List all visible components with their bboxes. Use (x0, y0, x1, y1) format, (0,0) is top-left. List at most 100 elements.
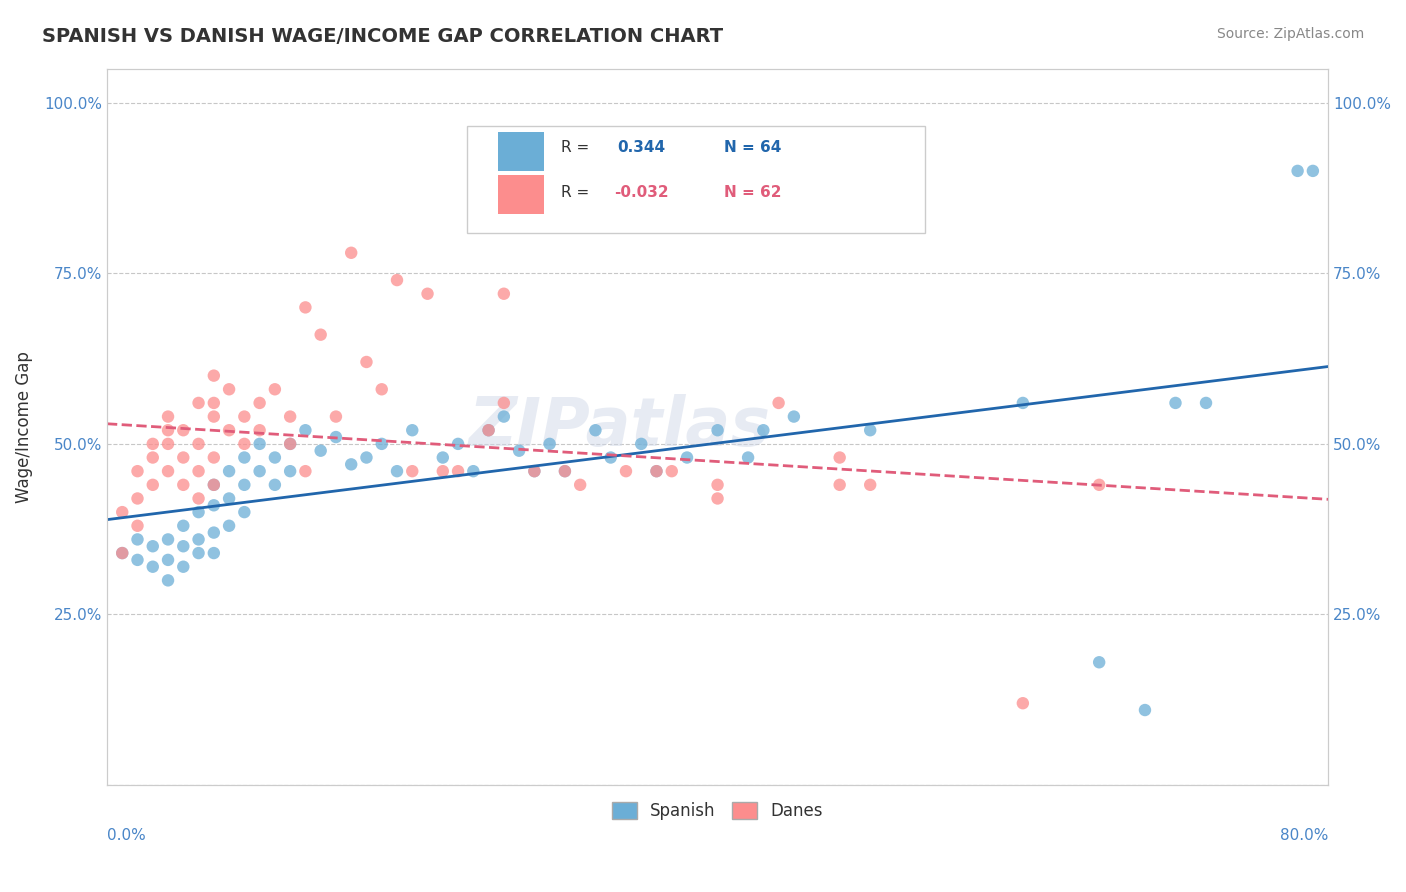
Point (294, 464, 316, 478)
Point (218, 382, 240, 396)
Point (828, 478, 851, 492)
Point (249, 423, 271, 437)
Point (172, 559, 194, 574)
Legend: Spanish, Danes: Spanish, Danes (605, 796, 830, 827)
Point (630, 437, 652, 451)
FancyBboxPatch shape (467, 126, 925, 234)
Point (340, 458, 363, 472)
Point (172, 423, 194, 437)
Point (157, 553, 180, 567)
Point (157, 574, 180, 588)
Point (294, 423, 316, 437)
Point (202, 478, 225, 492)
Point (157, 533, 180, 547)
Point (645, 464, 668, 478)
Point (752, 423, 775, 437)
Point (1286, 164, 1309, 178)
Point (111, 505, 134, 519)
Y-axis label: Wage/Income Gap: Wage/Income Gap (15, 351, 32, 503)
Point (599, 450, 621, 465)
Point (202, 525, 225, 540)
Point (233, 450, 256, 465)
FancyBboxPatch shape (498, 175, 544, 214)
Text: SPANISH VS DANISH WAGE/INCOME GAP CORRELATION CHART: SPANISH VS DANISH WAGE/INCOME GAP CORREL… (42, 27, 723, 45)
Point (1164, 396, 1187, 410)
Point (538, 437, 561, 451)
Point (233, 478, 256, 492)
Point (1088, 655, 1111, 669)
Point (325, 430, 347, 444)
Point (371, 382, 394, 396)
Point (187, 437, 209, 451)
Point (142, 559, 165, 574)
Point (264, 478, 287, 492)
Text: -0.032: -0.032 (614, 185, 668, 200)
Point (278, 409, 301, 424)
Text: 0.0%: 0.0% (107, 828, 146, 843)
Point (1011, 696, 1033, 710)
Point (1302, 164, 1324, 178)
Point (554, 464, 576, 478)
Point (278, 437, 301, 451)
Point (278, 464, 301, 478)
Point (187, 491, 209, 506)
Point (859, 478, 882, 492)
Point (127, 553, 149, 567)
Point (661, 464, 683, 478)
Point (1195, 396, 1218, 410)
Point (706, 491, 728, 506)
Point (264, 382, 287, 396)
Point (432, 450, 454, 465)
Point (645, 464, 668, 478)
Point (492, 409, 515, 424)
Point (202, 546, 225, 560)
Point (309, 443, 332, 458)
Point (478, 423, 501, 437)
Point (737, 450, 759, 465)
Point (706, 423, 728, 437)
Point (554, 464, 576, 478)
Point (309, 327, 332, 342)
Point (172, 518, 194, 533)
Text: ZIPatlas: ZIPatlas (468, 393, 770, 459)
Point (127, 464, 149, 478)
Text: R =: R = (561, 185, 595, 200)
Point (859, 423, 882, 437)
Point (356, 450, 378, 465)
Point (463, 464, 485, 478)
Point (356, 355, 378, 369)
Point (447, 464, 470, 478)
Point (523, 464, 546, 478)
Point (508, 443, 530, 458)
Point (371, 437, 394, 451)
Point (249, 396, 271, 410)
Point (142, 437, 165, 451)
Point (401, 464, 423, 478)
Text: 80.0%: 80.0% (1279, 828, 1329, 843)
Point (172, 478, 194, 492)
Text: N = 62: N = 62 (724, 185, 782, 200)
Point (111, 546, 134, 560)
Point (583, 423, 606, 437)
Point (157, 409, 180, 424)
Point (278, 437, 301, 451)
Point (202, 478, 225, 492)
Point (172, 539, 194, 553)
Point (478, 423, 501, 437)
Point (1133, 703, 1156, 717)
Point (706, 478, 728, 492)
Point (187, 396, 209, 410)
Point (202, 498, 225, 512)
Point (187, 533, 209, 547)
Point (187, 464, 209, 478)
Point (127, 533, 149, 547)
Point (432, 464, 454, 478)
Point (447, 437, 470, 451)
Point (218, 423, 240, 437)
Point (614, 464, 637, 478)
Text: R =: R = (561, 140, 595, 155)
Point (157, 437, 180, 451)
Text: Source: ZipAtlas.com: Source: ZipAtlas.com (1216, 27, 1364, 41)
Point (249, 437, 271, 451)
Point (187, 546, 209, 560)
